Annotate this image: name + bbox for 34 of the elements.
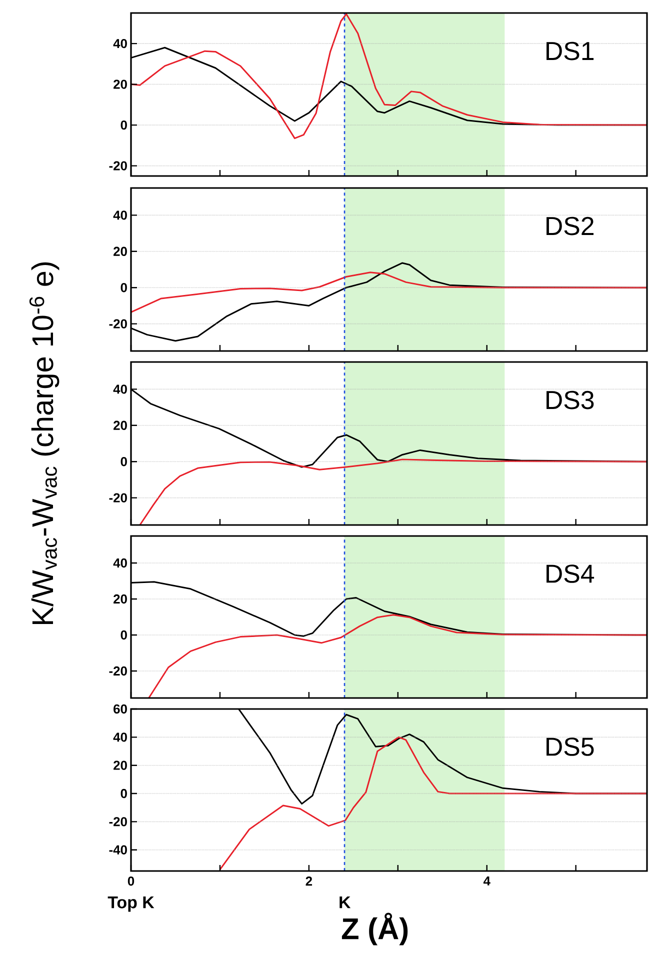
y-tick-label: 40 [113,558,127,568]
y-tick-label: -40 [109,845,127,854]
text: K [340,896,351,908]
text: DS1 [546,42,594,60]
y-tick-label: 20 [114,246,127,256]
text: Top K [108,896,154,912]
y-tick-label: 20 [114,420,127,430]
y-tick-label: 0 [120,457,127,466]
y-tick-label: 40 [113,210,127,220]
y-tick-label: 0 [120,120,127,130]
text: DS5 [546,738,594,756]
y-tick-label: 0 [120,788,127,798]
y-tick-label: -20 [109,666,127,676]
y-tick-label: 0 [120,283,127,292]
y-tick-label: 40 [113,732,127,742]
y-tick-label: 20 [114,594,127,604]
y-tick-label: -20 [109,161,127,170]
x-tick-label: 4 [483,876,490,886]
y-tick-label: 40 [113,38,127,48]
y-tick-label: 20 [114,80,127,89]
text: DS4 [546,564,594,583]
y-tick-label: 60 [114,704,127,714]
y-tick-label: 0 [120,630,127,640]
y-tick-label: 20 [114,760,127,770]
x-tick-label: 2 [306,876,312,886]
x-tick-label: 0 [128,876,134,886]
y-tick-label: 40 [113,384,127,394]
text: DS2 [546,216,594,236]
y-axis-title: K/W$_{vac}$-W$_{vac}$ (charge 10$^{-6}$ e) [29,262,60,624]
text: DS3 [546,390,594,410]
y-tick-label: -20 [109,817,127,826]
y-tick-label: -20 [109,319,127,328]
y-tick-label: -20 [109,493,127,502]
x-axis-title: Z (Å) [342,912,408,946]
